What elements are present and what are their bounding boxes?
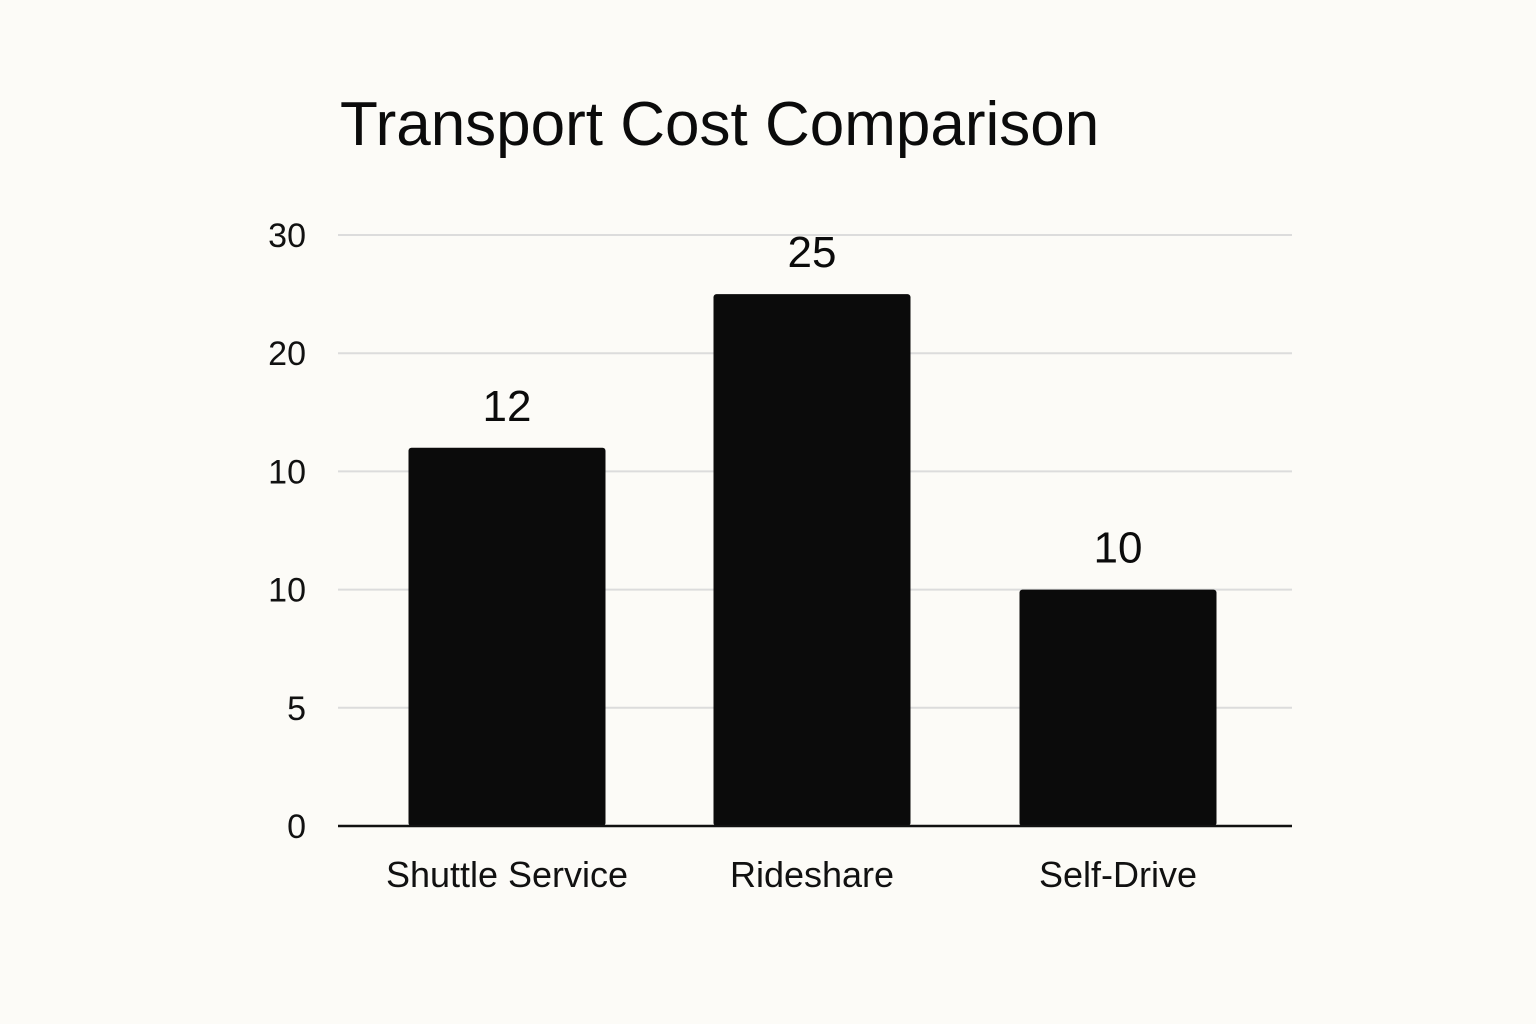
data-labels: 12 25 10 (483, 228, 1143, 572)
x-axis-categories: Shuttle Service Rideshare Self-Drive (386, 854, 1197, 895)
bar-rideshare (713, 294, 911, 827)
bars (408, 294, 1217, 827)
y-tick-label: 10 (268, 453, 306, 491)
x-category-label: Rideshare (730, 854, 894, 895)
y-tick-label: 30 (268, 217, 306, 255)
y-tick-label: 10 (268, 572, 306, 610)
x-category-label: Shuttle Service (386, 854, 628, 895)
y-tick-label: 20 (268, 335, 306, 373)
bar-shuttle-service (408, 447, 606, 826)
y-tick-label: 5 (287, 690, 306, 728)
data-label: 25 (788, 228, 837, 277)
data-label: 12 (483, 382, 532, 431)
y-tick-label: 0 (287, 808, 306, 846)
x-category-label: Self-Drive (1039, 854, 1197, 895)
chart-title: Transport Cost Comparison (340, 90, 1099, 159)
y-axis-ticks: 0 5 10 10 20 30 (268, 217, 306, 846)
data-label: 10 (1094, 524, 1143, 573)
bar-self-drive (1019, 589, 1217, 826)
